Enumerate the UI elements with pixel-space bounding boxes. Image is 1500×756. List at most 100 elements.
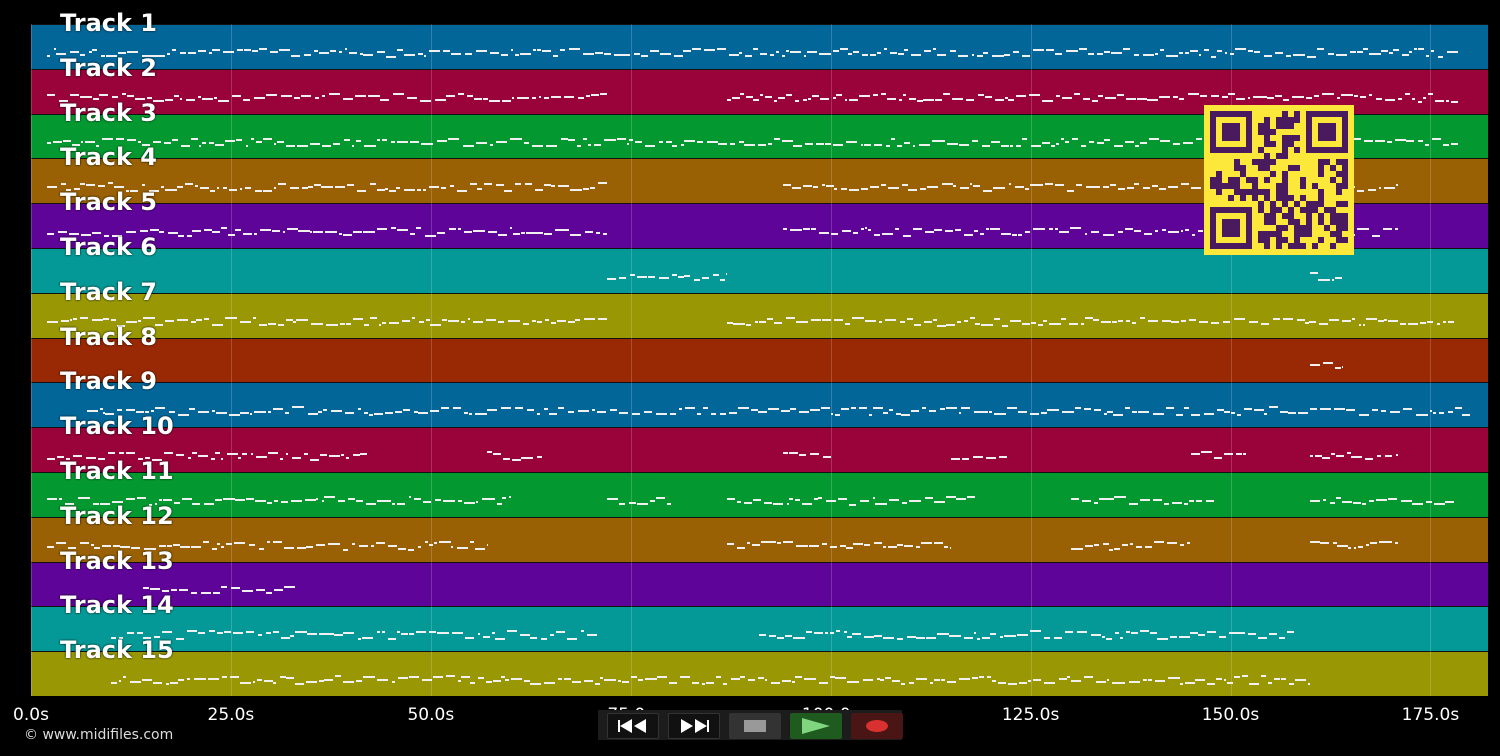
midi-note xyxy=(1334,367,1342,370)
midi-note xyxy=(937,53,947,56)
midi-note xyxy=(461,675,470,678)
midi-note xyxy=(377,228,388,231)
midi-note xyxy=(473,229,485,232)
midi-note xyxy=(167,544,173,547)
stop-button[interactable] xyxy=(729,713,781,739)
midi-note xyxy=(1305,97,1313,100)
midi-note xyxy=(677,276,684,279)
midi-note xyxy=(645,678,657,681)
midi-note xyxy=(1408,51,1412,54)
midi-note xyxy=(909,98,917,101)
midi-note xyxy=(279,457,284,460)
midi-note xyxy=(1012,233,1018,236)
midi-note xyxy=(172,544,180,547)
midi-note xyxy=(492,452,501,455)
midi-note xyxy=(1430,49,1435,52)
midi-note xyxy=(1055,95,1060,98)
midi-note xyxy=(804,143,814,146)
midi-note xyxy=(408,632,414,635)
midi-note xyxy=(712,274,719,277)
midi-note xyxy=(1426,321,1433,324)
midi-note xyxy=(1451,142,1459,145)
midi-note xyxy=(600,676,604,679)
midi-note xyxy=(105,413,115,416)
midi-note xyxy=(1279,411,1288,414)
midi-note xyxy=(906,636,917,639)
track-lane xyxy=(31,516,1488,562)
midi-note xyxy=(1176,414,1184,417)
midi-note xyxy=(1179,52,1184,55)
midi-note xyxy=(424,234,437,237)
midi-note xyxy=(482,498,487,501)
midi-note xyxy=(215,452,221,455)
midi-note xyxy=(353,230,362,233)
midi-note xyxy=(390,227,396,230)
midi-note xyxy=(188,407,195,410)
midi-note xyxy=(65,457,71,460)
midi-note xyxy=(819,52,831,55)
midi-note xyxy=(640,54,648,57)
midi-note xyxy=(177,234,184,237)
midi-note xyxy=(872,496,876,499)
midi-note xyxy=(397,548,406,551)
midi-note xyxy=(356,679,363,682)
midi-note xyxy=(844,98,847,101)
midi-note xyxy=(933,48,937,51)
midi-note xyxy=(604,679,617,682)
midi-note xyxy=(120,546,130,549)
midi-note xyxy=(838,498,848,501)
midi-note xyxy=(868,413,872,416)
midi-note xyxy=(198,410,209,413)
play-button[interactable] xyxy=(790,713,842,739)
midi-note xyxy=(897,52,905,55)
midi-note xyxy=(199,187,210,190)
midi-note xyxy=(804,678,816,681)
midi-note xyxy=(487,409,498,411)
midi-note xyxy=(1159,48,1165,51)
midi-note xyxy=(417,189,422,192)
midi-note xyxy=(1378,186,1381,189)
midi-note xyxy=(482,635,490,638)
midi-note xyxy=(1418,48,1425,51)
midi-note xyxy=(1351,456,1363,459)
rewind-button[interactable] xyxy=(607,713,659,739)
midi-note xyxy=(745,54,753,57)
midi-note xyxy=(985,95,992,98)
midi-note xyxy=(137,458,144,461)
record-button[interactable] xyxy=(851,713,903,739)
midi-note xyxy=(414,497,422,500)
midi-note xyxy=(1295,679,1306,682)
midi-note xyxy=(93,502,99,505)
midi-note xyxy=(861,227,864,230)
midi-note xyxy=(351,543,356,546)
midi-note xyxy=(557,184,570,187)
midi-note xyxy=(858,406,868,409)
midi-note xyxy=(591,93,599,96)
midi-note xyxy=(1414,48,1417,51)
midi-note xyxy=(1407,323,1419,326)
midi-note xyxy=(703,49,715,52)
midi-note xyxy=(198,145,201,148)
midi-note xyxy=(1028,94,1040,97)
midi-note xyxy=(912,145,916,148)
midi-note xyxy=(1001,324,1009,327)
midi-note xyxy=(983,51,989,54)
midi-note xyxy=(987,675,991,678)
fast-forward-button[interactable] xyxy=(668,713,720,739)
midi-note xyxy=(825,632,828,635)
midi-note xyxy=(1280,678,1287,681)
midi-note xyxy=(73,454,82,457)
midi-note xyxy=(324,496,335,498)
midi-note xyxy=(428,49,440,52)
midi-note xyxy=(1287,630,1295,633)
midi-note xyxy=(946,680,957,683)
midi-note xyxy=(104,234,110,237)
midi-note xyxy=(255,189,262,192)
midi-note xyxy=(258,324,267,327)
midi-note xyxy=(232,631,243,634)
midi-note xyxy=(447,137,459,140)
midi-note xyxy=(773,503,784,506)
midi-note xyxy=(1022,323,1031,326)
midi-note xyxy=(150,587,160,590)
midi-note xyxy=(750,408,756,411)
